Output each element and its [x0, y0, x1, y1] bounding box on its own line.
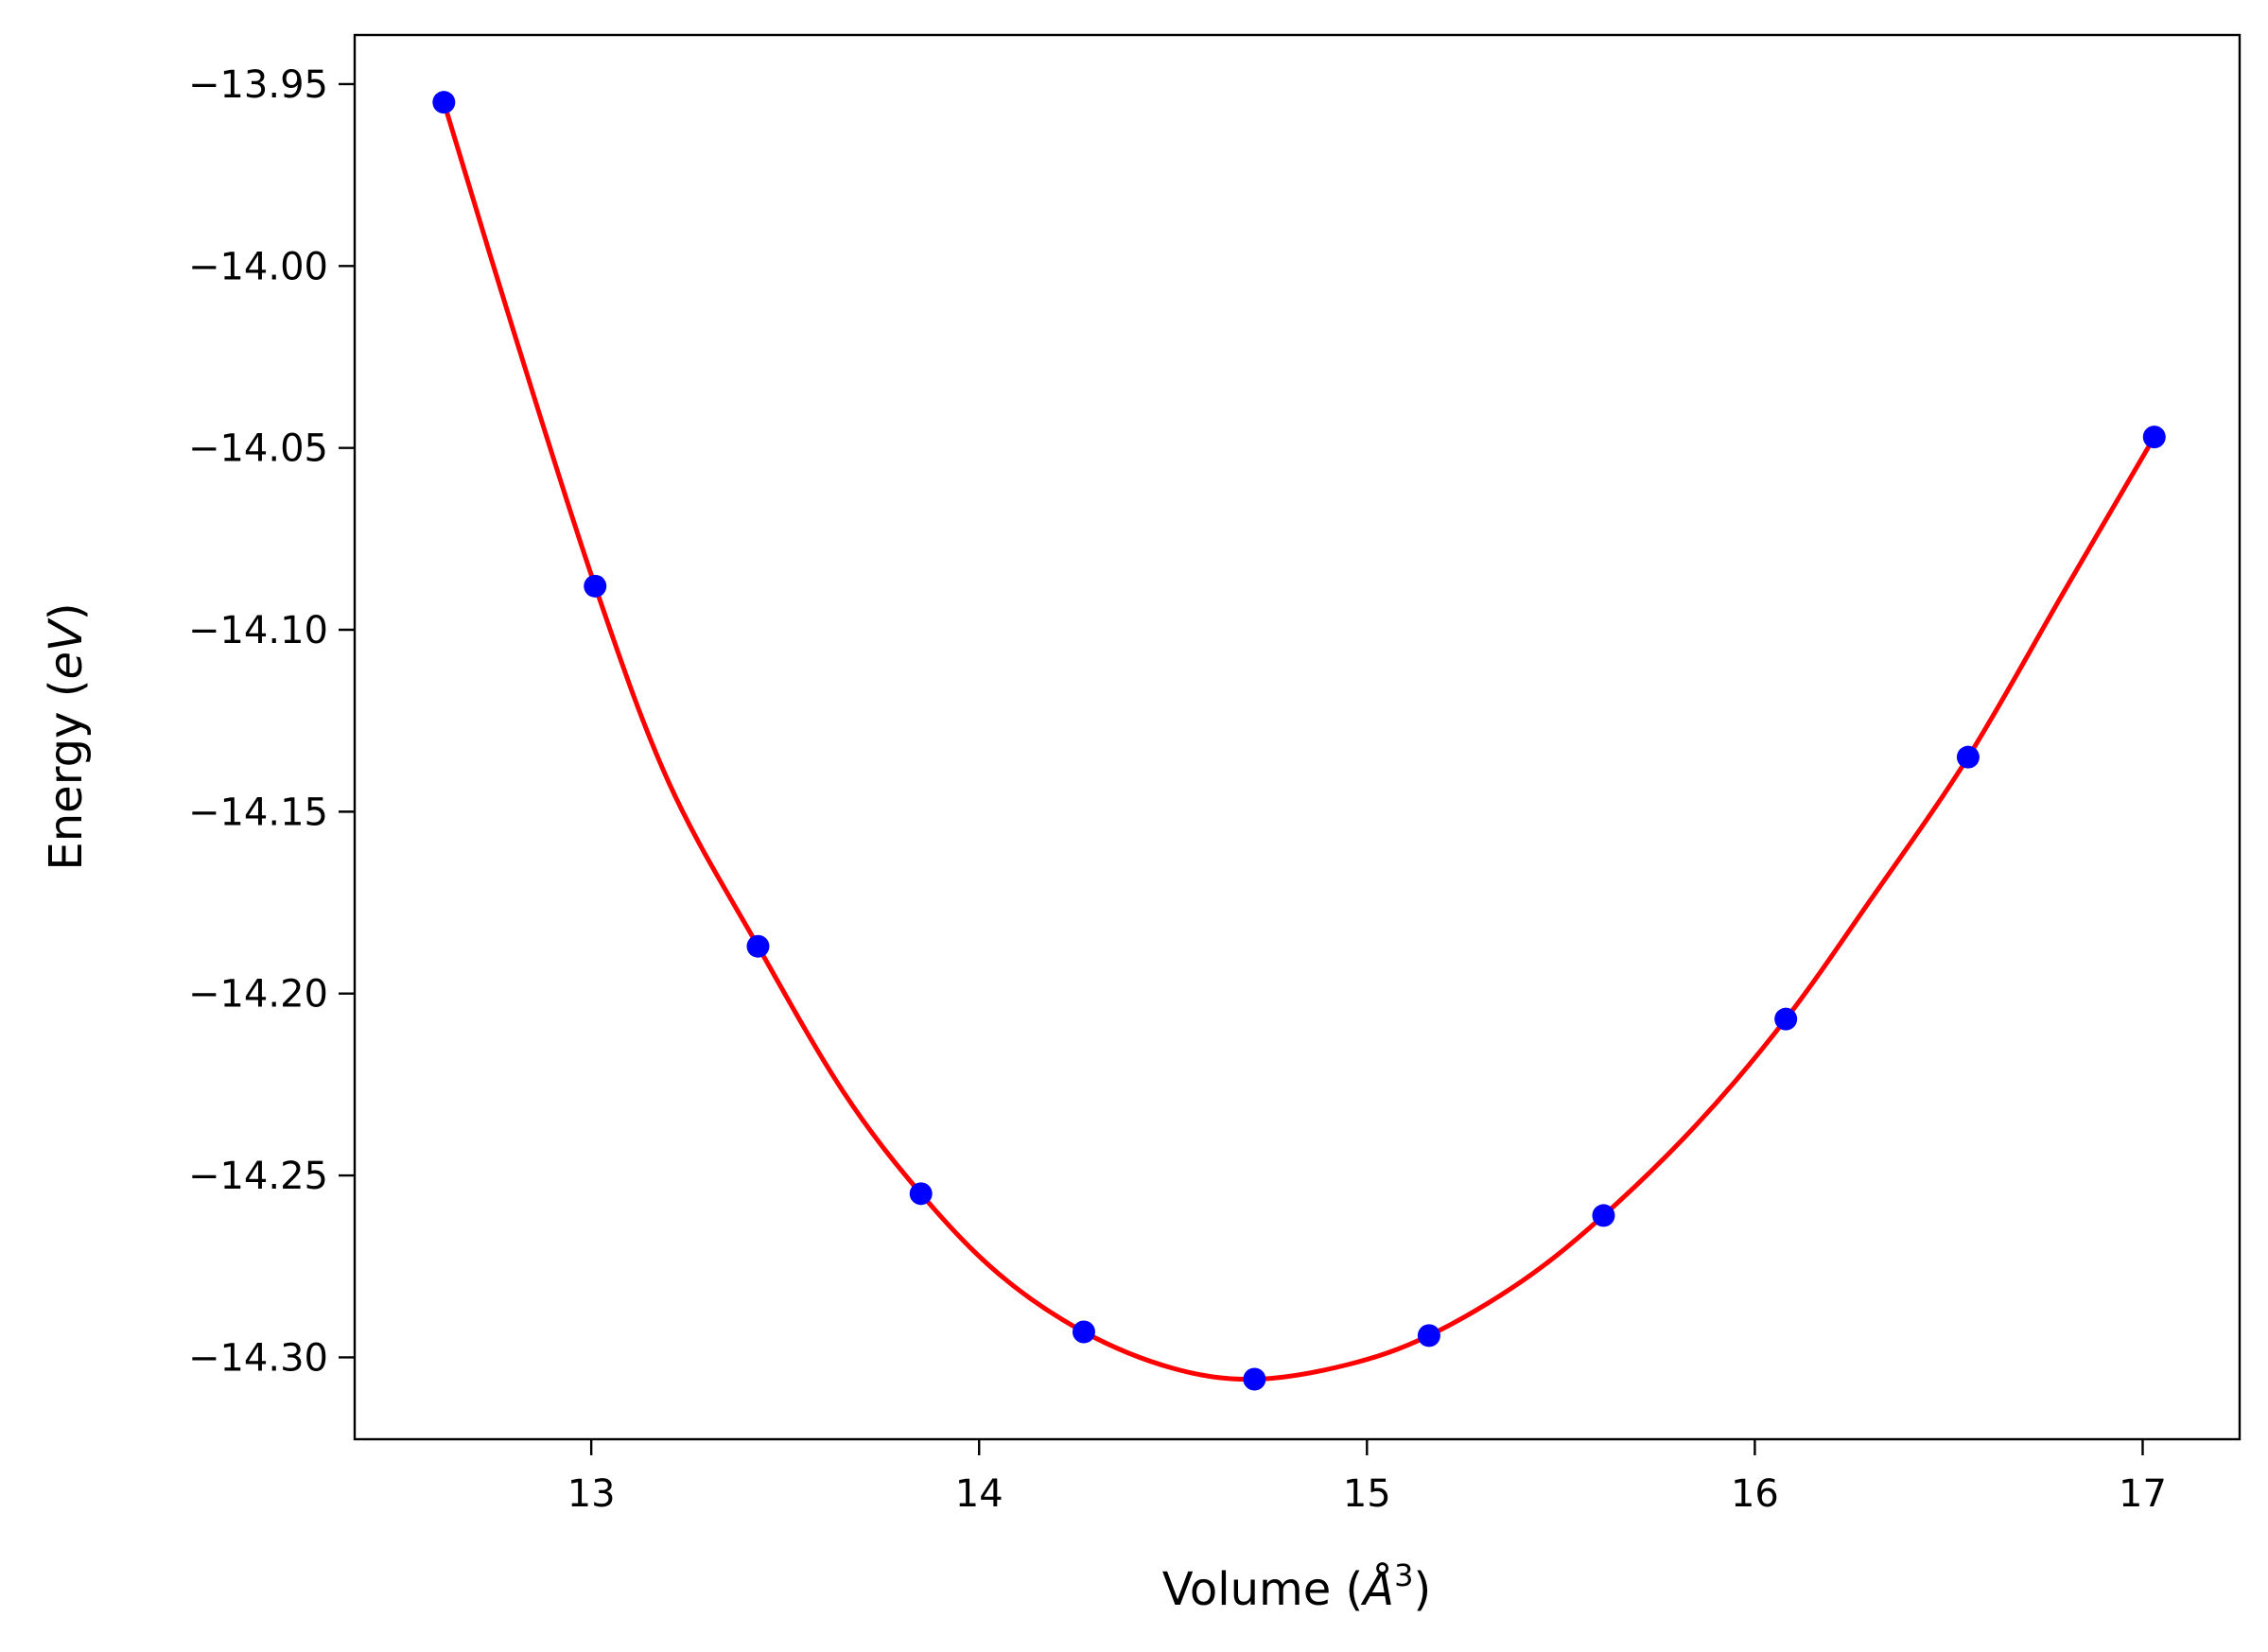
x-tick-label: 14	[955, 1472, 1003, 1516]
data-point	[1072, 1320, 1095, 1344]
data-point	[1774, 1007, 1798, 1031]
x-axis-label: Volume (Å3)	[1162, 1557, 1431, 1616]
data-point	[1243, 1367, 1266, 1391]
data-point	[1592, 1204, 1615, 1227]
x-axis-label-suffix: )	[1413, 1563, 1431, 1616]
y-tick-label: −14.30	[188, 1336, 328, 1380]
data-point	[432, 91, 456, 114]
data-point	[746, 934, 770, 958]
x-tick-label: 17	[2119, 1472, 2167, 1516]
data-point	[909, 1182, 933, 1206]
y-axis-label-prefix: Energy (	[40, 680, 93, 871]
y-tick-label: −14.15	[188, 791, 328, 834]
y-tick-label: −14.00	[188, 245, 328, 288]
y-axis-label-suffix: )	[40, 602, 93, 620]
x-tick-label: 13	[567, 1472, 616, 1516]
x-axis-label-symbol: Å	[1360, 1562, 1394, 1616]
y-axis-label-symbol: eV	[40, 617, 93, 680]
plot-frame	[353, 33, 2242, 1441]
data-point	[584, 574, 607, 598]
y-tick-label: −14.05	[188, 427, 328, 471]
fit-curve	[441, 101, 2156, 1382]
x-axis-label-superscript: 3	[1394, 1557, 1413, 1593]
y-tick-label: −14.20	[188, 973, 328, 1017]
data-point	[1956, 745, 1980, 769]
x-axis-label-prefix: Volume (	[1162, 1563, 1364, 1616]
plot-content	[432, 91, 2166, 1391]
data-point	[1417, 1324, 1440, 1348]
y-axis-label: Energy (eV)	[40, 602, 93, 870]
x-tick-label: 16	[1731, 1472, 1779, 1516]
y-tick-label: −14.10	[188, 609, 328, 652]
y-tick-label: −14.25	[188, 1155, 328, 1198]
y-tick-label: −13.95	[188, 63, 328, 107]
y-axis-ticks: −13.95 −14.00 −14.05 −14.10 −14.15 −14.20 −14.…	[188, 63, 355, 1380]
data-point	[2142, 426, 2166, 449]
x-tick-label: 15	[1343, 1472, 1391, 1516]
x-axis-ticks: 13 14 15 16 17	[567, 1439, 2167, 1516]
